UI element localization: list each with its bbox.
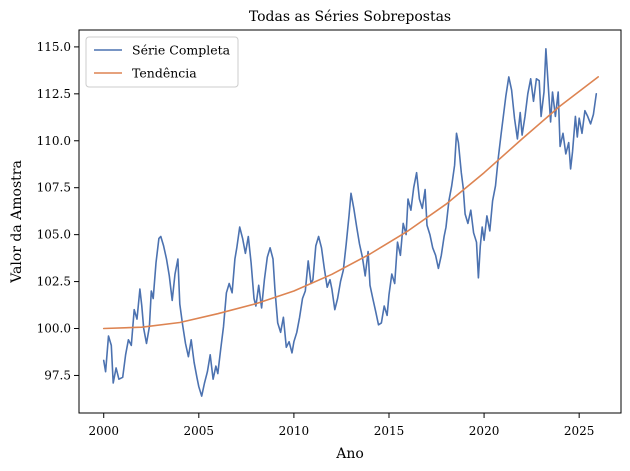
legend-box [85,36,239,88]
series-line-tendencia [102,76,599,330]
series-line-serie-completa [102,48,598,397]
y-tick-label: 110.0 [37,134,71,148]
y-tick-label: 105.0 [37,228,71,242]
x-tick-label: 2000 [88,424,119,438]
legend-label: Tendência [132,66,197,81]
x-tick-label: 2025 [564,424,595,438]
y-tick-label: 112.5 [37,87,71,101]
legend: Série Completa Tendência [85,36,239,88]
y-tick-label: 102.5 [37,275,71,289]
plot-area-frame [78,29,622,414]
y-tick-label: 115.0 [37,40,71,54]
x-tick-label: 2005 [184,424,215,438]
axis-ticks: 2000 2005 2010 2015 2020 2025 97.5 100.0 102.5 10… [37,40,595,438]
x-axis-label: Ano [335,446,364,462]
y-tick-label: 107.5 [37,181,71,195]
x-tick-label: 2015 [374,424,405,438]
x-tick-label: 2010 [279,424,310,438]
series-layer [102,48,599,397]
y-tick-label: 97.5 [44,368,71,382]
legend-label: Série Completa [132,43,231,58]
x-tick-label: 2020 [469,424,500,438]
chart-title: Todas as Séries Sobrepostas [249,9,451,25]
y-tick-label: 100.0 [37,322,71,336]
y-axis-label: Valor da Amostra [9,160,25,284]
